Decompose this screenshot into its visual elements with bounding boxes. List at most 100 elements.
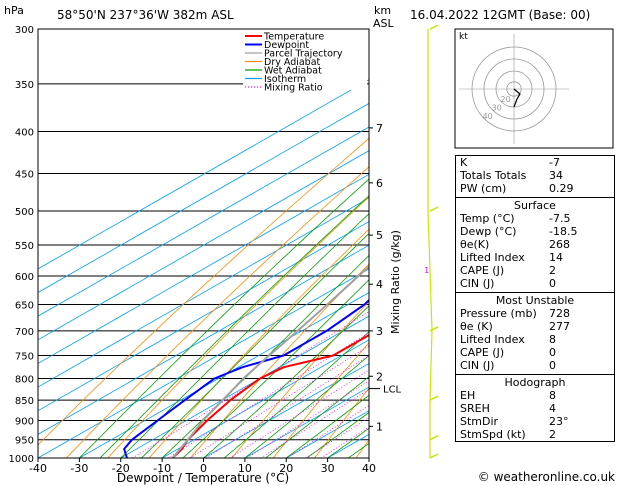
wet-adiabat	[265, 376, 369, 458]
altitude-tick-label: 3	[376, 325, 383, 338]
index-label: CIN (J)	[460, 277, 495, 290]
index-label: Totals Totals	[460, 169, 527, 182]
mixing-ratio-line	[205, 355, 369, 458]
mixing-ratio-line	[246, 380, 369, 458]
index-label: Pressure (mb)	[460, 307, 537, 320]
index-row: θe (K) 277	[456, 320, 614, 333]
hodograph-unit-label: kt	[459, 32, 468, 42]
altitude-tick-label: 1	[376, 420, 383, 433]
index-value: 23°	[549, 415, 569, 428]
x-tick-label: 40	[362, 462, 376, 475]
wet-adiabat	[244, 354, 369, 458]
altitude-unit-asl: ASL	[373, 17, 394, 30]
index-row: SREH 4	[456, 402, 614, 415]
dry-adiabat	[272, 342, 369, 458]
index-label: PW (cm)	[460, 182, 507, 195]
pressure-tick-label: 1000	[9, 454, 34, 465]
index-value: 34	[549, 169, 563, 182]
hodograph-ring-label: 30	[492, 104, 502, 113]
wind-profile-line	[427, 29, 433, 458]
index-row: K -7	[456, 156, 614, 169]
index-value: 4	[549, 402, 556, 415]
isotherm	[38, 197, 369, 388]
index-row: StmSpd (kt) 2	[456, 428, 614, 441]
altitude-tick-label: 4	[376, 278, 383, 291]
x-tick-label: -20	[112, 462, 130, 475]
index-value: 0	[549, 359, 556, 372]
index-value: 2	[549, 264, 556, 277]
wet-adiabat	[223, 331, 369, 458]
index-label: K	[460, 156, 468, 169]
pressure-tick-label: 700	[15, 327, 34, 338]
mixing-ratio-value: 1	[424, 266, 429, 275]
isotherm	[161, 339, 369, 458]
index-row: Totals Totals 34	[456, 169, 614, 182]
isotherm	[120, 315, 369, 458]
legend-entry: Dewpoint	[264, 40, 309, 51]
pressure-tick-label: 800	[15, 374, 34, 385]
isotherm	[38, 150, 369, 341]
x-tick-label: -30	[70, 462, 88, 475]
pressure-tick-label: 300	[15, 25, 34, 36]
mixing-ratio-axis-label: Mixing Ratio (g/kg)	[389, 230, 402, 334]
legend-entry: Isotherm	[264, 74, 306, 85]
pressure-tick-label: 350	[15, 80, 34, 91]
index-value: 14	[549, 251, 563, 264]
index-value: 268	[549, 238, 570, 251]
location-title: 58°50'N 237°36'W 382m ASL	[57, 8, 234, 22]
wind-barb	[429, 206, 439, 212]
series-line-dewpoint	[123, 298, 369, 458]
pressure-tick-label: 500	[15, 207, 34, 218]
altitude-tick-label: 5	[376, 229, 383, 242]
dry-adiabat	[66, 166, 369, 458]
isotherm	[38, 102, 369, 293]
hodograph-trace	[513, 88, 521, 108]
index-row: CAPE (J) 2	[456, 264, 614, 277]
altitude-tick-label: 6	[376, 177, 383, 190]
pressure-tick-label: 900	[15, 416, 34, 427]
index-label: CAPE (J)	[460, 346, 505, 359]
dry-adiabat	[38, 137, 369, 446]
hodograph-frame	[454, 28, 614, 149]
pressure-tick-label: 650	[15, 301, 34, 312]
pressure-tick-label: 750	[15, 351, 34, 362]
dry-adiabat	[231, 300, 369, 458]
mixing-ratio-line	[320, 426, 369, 458]
x-tick-label: 20	[279, 462, 293, 475]
wet-adiabat	[79, 178, 369, 458]
altitude-tick-label: 2	[376, 370, 383, 383]
wind-barb	[429, 453, 439, 459]
dry-adiabat	[148, 228, 369, 458]
wind-barb	[429, 24, 439, 30]
wind-profile	[427, 24, 439, 459]
index-value: 0	[549, 346, 556, 359]
legend-entry: Parcel Trajectory	[264, 49, 343, 60]
isotherm	[38, 268, 369, 458]
series-line-parcel-trajectory	[171, 265, 369, 458]
wind-barb	[429, 326, 439, 332]
plot-lines-layer	[38, 29, 369, 458]
index-label: SREH	[460, 402, 490, 415]
index-value: 0.29	[549, 182, 574, 195]
index-value: 2	[549, 428, 556, 441]
index-label: CIN (J)	[460, 359, 495, 372]
most-unstable-section-title: Most Unstable	[495, 294, 575, 307]
index-value: -18.5	[549, 225, 578, 238]
x-tick-label: -40	[29, 462, 47, 475]
pressure-tick-label: 850	[15, 396, 34, 407]
legend-entry: Dry Adiabat	[264, 57, 321, 68]
pressure-tick-label: 400	[15, 128, 34, 139]
wet-adiabat	[306, 411, 369, 458]
wet-adiabat	[182, 279, 369, 458]
index-row: Temp (°C) -7.5	[456, 212, 614, 225]
index-row: Lifted Index 14	[456, 251, 614, 264]
isotherm	[38, 79, 369, 270]
isotherm	[38, 244, 369, 435]
altitude-axis: 1 2 3 4 5 6 7 LCL	[369, 122, 402, 433]
legend-box	[243, 30, 367, 90]
index-label: StmDir	[460, 415, 499, 428]
index-row: CIN (J) 0	[456, 359, 614, 372]
isotherm	[38, 126, 369, 317]
isotherm	[203, 362, 369, 458]
